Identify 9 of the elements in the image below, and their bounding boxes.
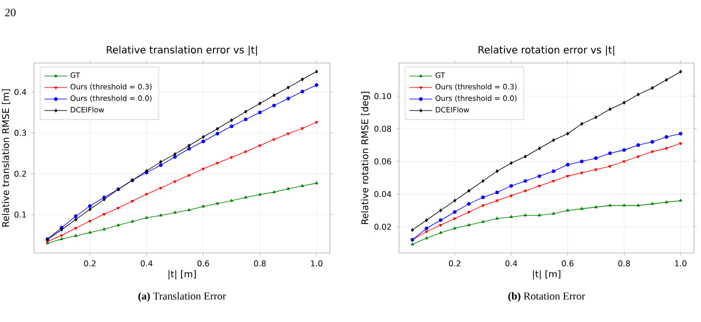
y-axis-title: Relative rotation RMSE [deg] [361, 92, 370, 224]
text: (b) Rotation Error [508, 292, 586, 302]
x-axis-title: |t| [m] [168, 270, 196, 280]
text: (a) Translation Error [138, 292, 226, 302]
chart-title: Relative rotation error vs |t| [478, 46, 614, 56]
text: 20 [5, 8, 16, 16]
x-axis-title: |t| [m] [533, 270, 560, 280]
y-axis-title: Relative translation RMSE [m] [2, 89, 10, 227]
chart-title: Relative translation error vs |t| [106, 46, 257, 56]
